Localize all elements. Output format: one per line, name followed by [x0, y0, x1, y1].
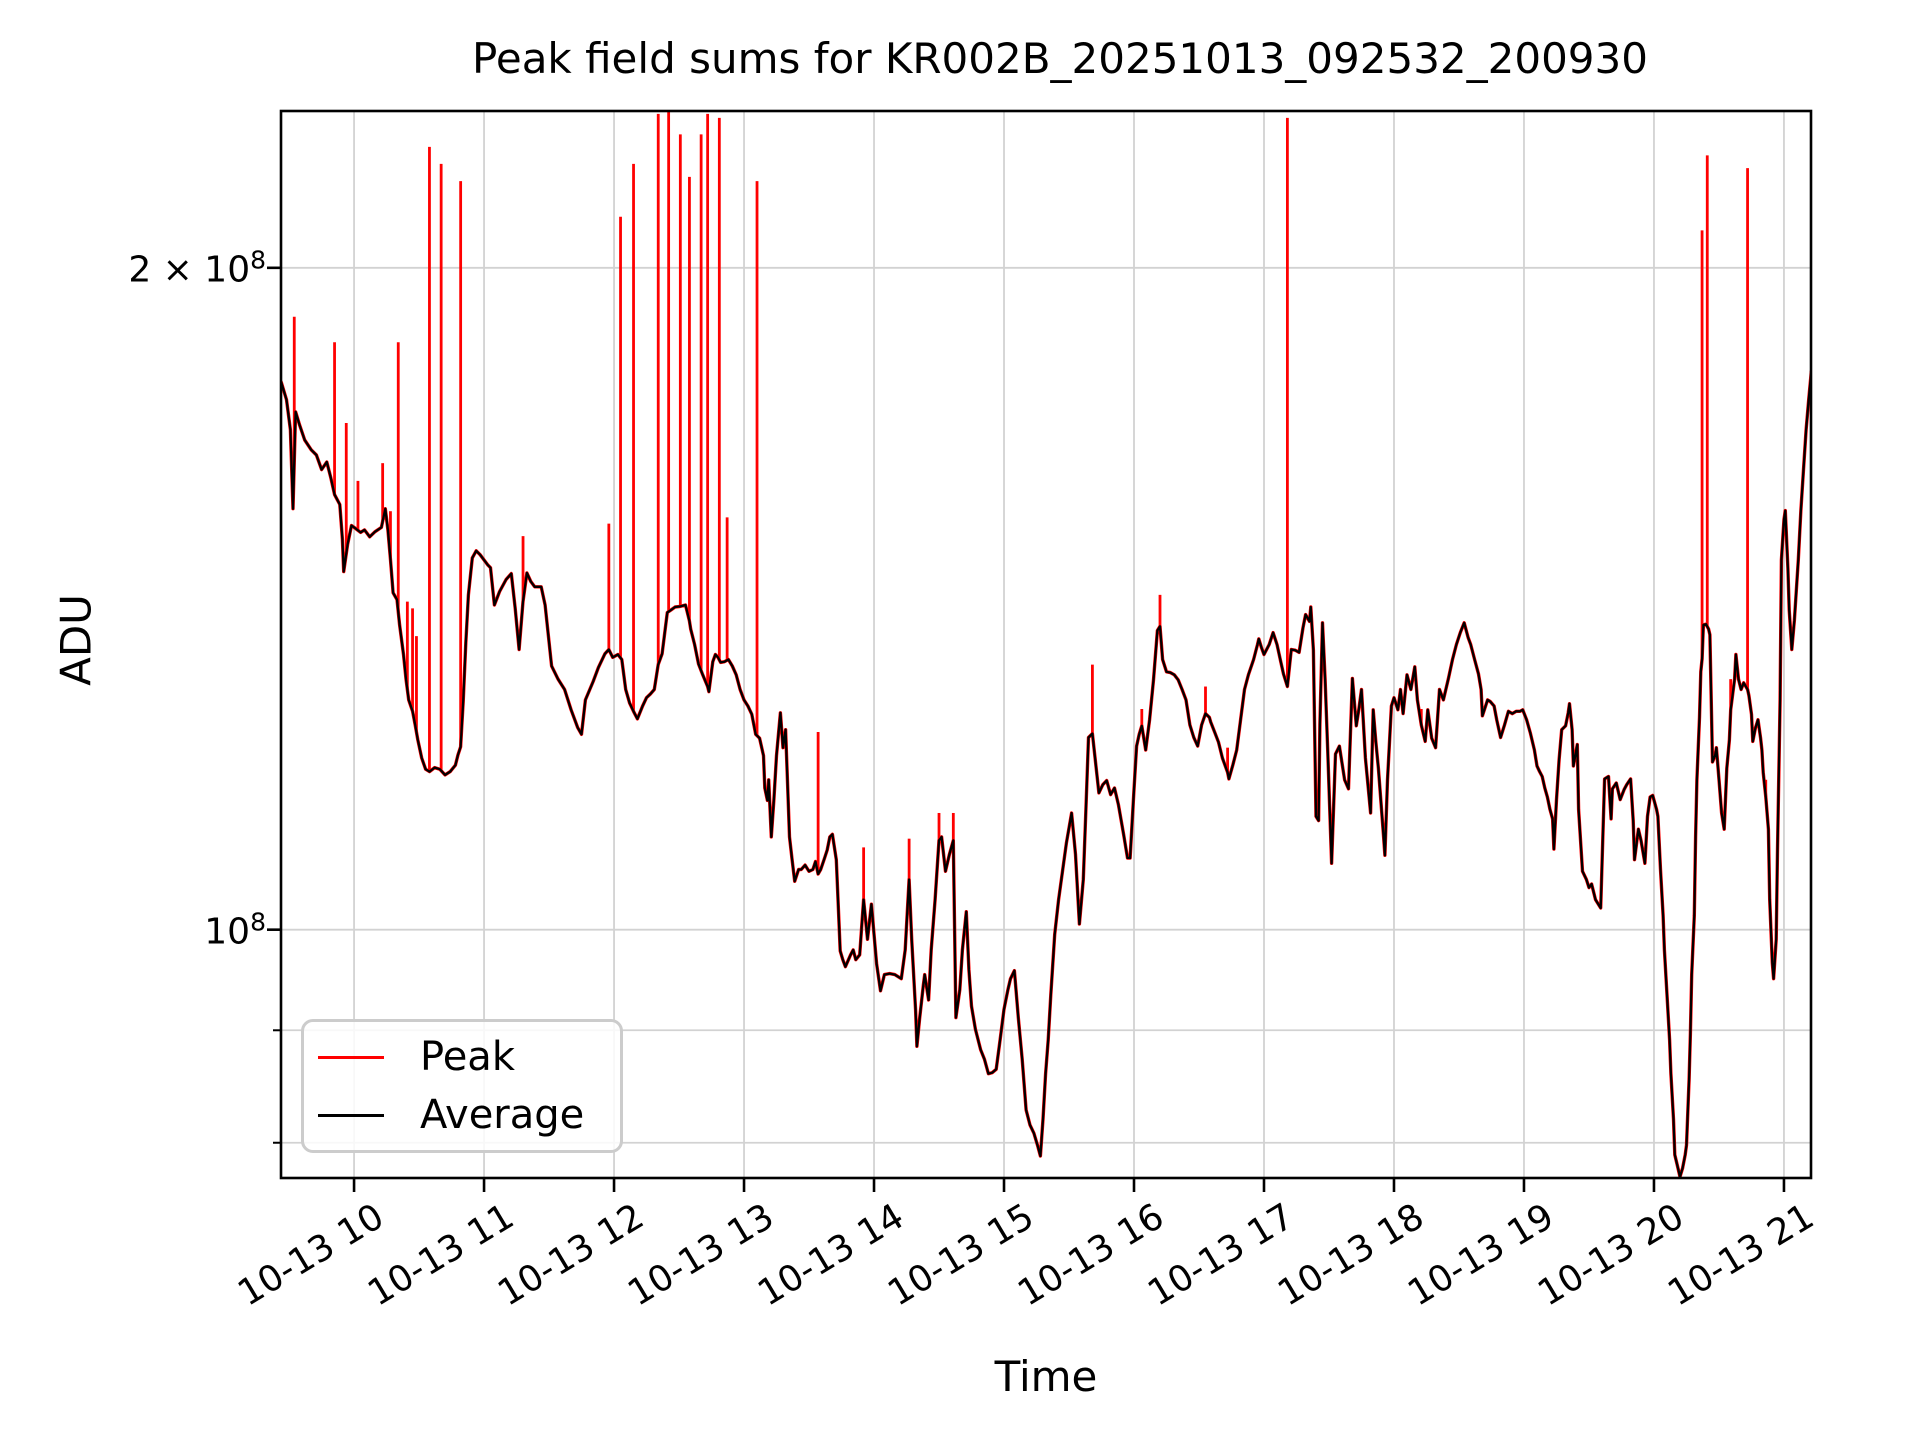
- y-tick-label: 2 × 108: [128, 245, 266, 291]
- legend: Peak Average: [301, 1019, 623, 1153]
- legend-line-sample: [318, 1113, 384, 1117]
- series-group: [281, 111, 1811, 1178]
- axes-frame: [279, 109, 1813, 1180]
- legend-label: Peak: [420, 1034, 515, 1080]
- chart-title: Peak field sums for KR002B_20251013_0925…: [472, 34, 1648, 83]
- legend-entry-peak: Peak: [304, 1034, 620, 1080]
- x-axis-label: Time: [994, 1352, 1098, 1401]
- legend-label: Average: [420, 1092, 585, 1138]
- legend-line-sample: [318, 1055, 384, 1059]
- legend-entry-average: Average: [304, 1092, 620, 1138]
- average-line: [281, 370, 1811, 1178]
- y-axis-label: ADU: [51, 594, 101, 686]
- y-tick-label: 108: [204, 907, 266, 953]
